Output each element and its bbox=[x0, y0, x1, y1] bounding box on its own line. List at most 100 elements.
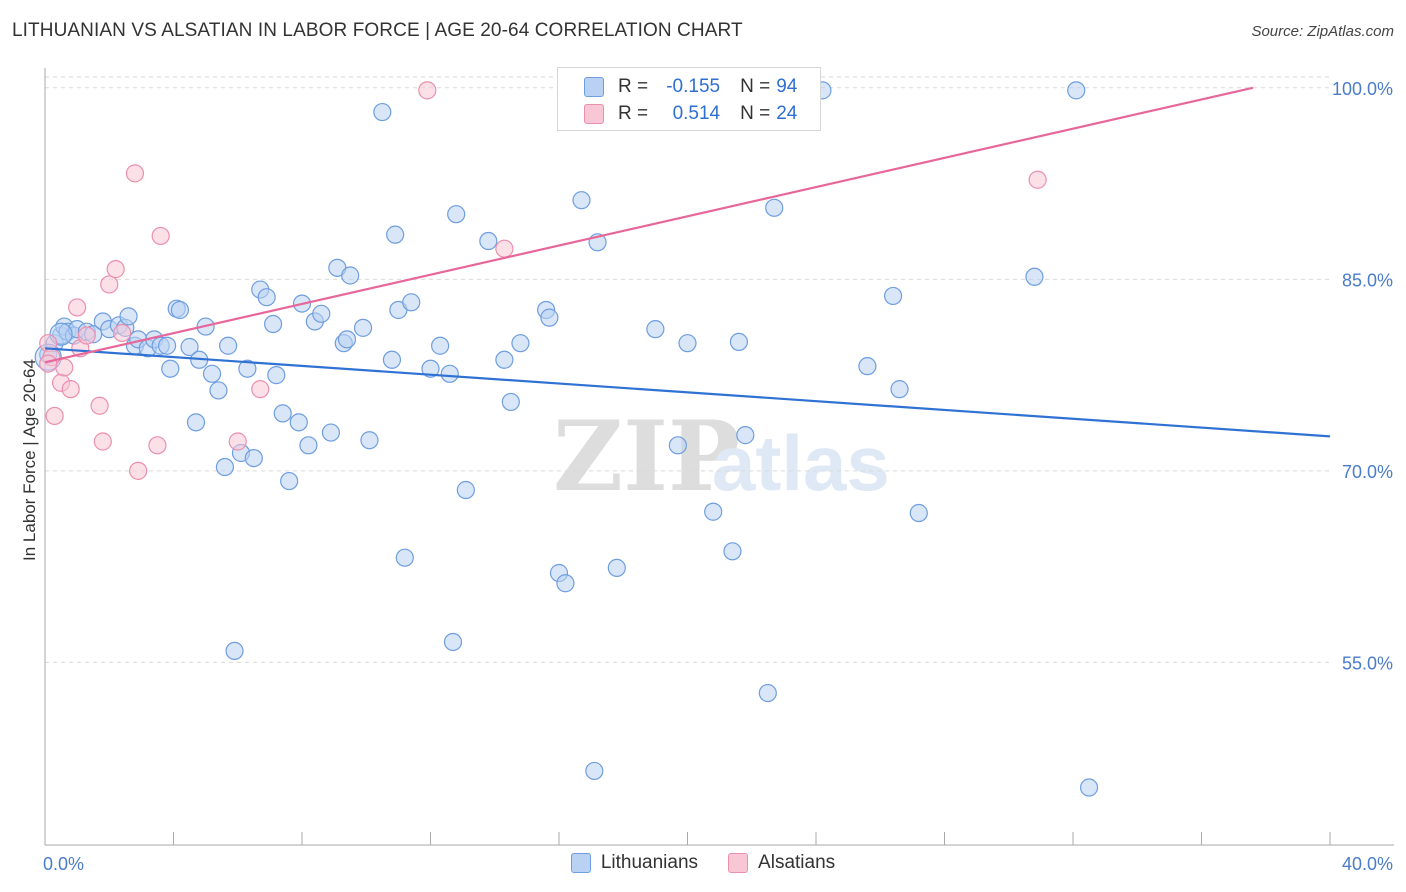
lithuanian-point bbox=[395, 548, 414, 567]
lithuanian-point bbox=[447, 205, 466, 224]
watermark-zip: ZIP bbox=[553, 400, 740, 513]
lithuanian-point bbox=[858, 357, 877, 376]
lithuanian-point bbox=[257, 288, 276, 307]
legend-swatch-lithuanians bbox=[584, 77, 604, 97]
lithuanian-point bbox=[479, 231, 498, 251]
legend-swatch-lithuanians bbox=[570, 853, 591, 873]
lithuanian-point bbox=[273, 404, 292, 423]
lithuanian-point bbox=[456, 480, 475, 500]
lithuanian-point bbox=[119, 307, 138, 326]
legend-item-alsatians: Alsatians bbox=[728, 852, 835, 874]
lithuanian-point bbox=[440, 364, 459, 383]
alsatians-trend-line bbox=[44, 86, 1254, 364]
lithuanian-point bbox=[170, 300, 190, 320]
lithuanian-point bbox=[382, 350, 402, 369]
lithuanian-point bbox=[312, 304, 331, 323]
lithuanian-point bbox=[280, 471, 299, 491]
legend-item-lithuanians: Lithuanians bbox=[570, 852, 699, 874]
alsatian-point bbox=[39, 354, 58, 373]
lithuanians-points bbox=[34, 81, 1099, 797]
lithuanian-point bbox=[161, 359, 180, 378]
lithuanian-point bbox=[704, 502, 723, 521]
trend-lines bbox=[44, 86, 1331, 438]
lithuanian-point bbox=[421, 359, 440, 378]
legend-n-label: N = bbox=[740, 103, 771, 124]
legend-label-lithuanians: Lithuanians bbox=[600, 852, 699, 873]
lithuanian-point bbox=[495, 350, 514, 369]
lithuanian-point bbox=[890, 380, 909, 399]
y-tick-label: 85.0% bbox=[1342, 270, 1393, 290]
lithuanian-point bbox=[341, 266, 360, 285]
alsatian-point bbox=[93, 432, 112, 451]
lithuanian-point bbox=[646, 320, 665, 339]
alsatians-points bbox=[39, 81, 1047, 480]
lithuanian-point bbox=[1079, 778, 1099, 797]
lithuanian-point bbox=[572, 191, 591, 210]
alsatian-point bbox=[68, 298, 87, 317]
legend-label-alsatians: Alsatians bbox=[758, 852, 836, 873]
x-tick-label: 0.0% bbox=[43, 854, 84, 874]
lithuanian-point bbox=[373, 102, 392, 122]
alsatian-point bbox=[106, 260, 125, 279]
lithuanian-point bbox=[585, 761, 604, 781]
gridlines bbox=[45, 76, 1330, 663]
lithuanian-point bbox=[402, 293, 421, 312]
lithuanian-point bbox=[883, 286, 903, 306]
alsatian-point bbox=[45, 406, 64, 426]
y-tick-label: 70.0% bbox=[1342, 462, 1393, 482]
lithuanian-point bbox=[244, 448, 263, 468]
lithuanian-point bbox=[353, 318, 373, 337]
legend-swatch-alsatians bbox=[584, 104, 604, 124]
legend-n-value: 24 bbox=[776, 103, 798, 124]
alsatian-point bbox=[125, 164, 145, 183]
source-label: Source: ZipAtlas.com bbox=[1251, 23, 1394, 40]
lithuanian-point bbox=[909, 503, 928, 523]
lithuanian-point bbox=[765, 198, 784, 217]
watermark: ZIP atlas bbox=[553, 400, 890, 513]
legend-r-value: 0.514 bbox=[672, 103, 721, 124]
legend-n-label: N = bbox=[740, 76, 771, 97]
axes bbox=[44, 68, 1394, 846]
alsatian-point bbox=[495, 239, 514, 258]
x-tick-label: 40.0% bbox=[1342, 854, 1393, 874]
y-tick-labels: 100.0% 85.0% 70.0% 55.0% bbox=[1332, 79, 1393, 674]
lithuanian-point bbox=[736, 426, 755, 445]
lithuanians-trend-line bbox=[44, 347, 1331, 438]
legend-row-alsatians: R = 0.514 N = 24 bbox=[584, 102, 797, 126]
alsatian-point bbox=[1028, 170, 1047, 189]
lithuanian-point bbox=[668, 436, 687, 455]
lithuanian-point bbox=[758, 683, 777, 703]
lithuanian-point bbox=[729, 332, 749, 352]
alsatian-point bbox=[77, 326, 96, 345]
lithuanian-point bbox=[263, 314, 283, 334]
lithuanian-point bbox=[157, 336, 177, 355]
alsatian-point bbox=[112, 323, 132, 343]
lithuanian-point bbox=[360, 431, 379, 450]
lithuanian-point bbox=[723, 542, 742, 561]
lithuanian-point bbox=[219, 336, 238, 355]
lithuanian-point bbox=[431, 336, 450, 355]
lithuanian-point bbox=[225, 641, 244, 661]
alsatian-point bbox=[100, 275, 119, 294]
lithuanian-point bbox=[289, 413, 308, 432]
legend-swatch-alsatians bbox=[728, 853, 749, 873]
lithuanian-point bbox=[1025, 267, 1044, 286]
lithuanian-point bbox=[607, 558, 626, 578]
lithuanian-point bbox=[443, 632, 463, 652]
lithuanian-point bbox=[556, 574, 575, 593]
lithuanian-point bbox=[186, 413, 206, 432]
lithuanian-point bbox=[540, 308, 559, 327]
lithuanian-point bbox=[501, 392, 520, 412]
alsatian-point bbox=[61, 380, 80, 399]
lithuanian-point bbox=[299, 436, 318, 455]
legend-n-value: 94 bbox=[776, 76, 798, 97]
alsatian-point bbox=[418, 81, 437, 100]
alsatian-point bbox=[251, 380, 270, 399]
series-legend: Lithuanians Alsatians bbox=[0, 852, 1406, 874]
alsatian-point bbox=[129, 461, 148, 480]
chart-title: LITHUANIAN VS ALSATIAN IN LABOR FORCE | … bbox=[12, 20, 743, 41]
stats-legend: R = -0.155 N = 94 R = 0.514 N = 24 bbox=[557, 67, 821, 131]
lithuanian-point bbox=[209, 381, 228, 400]
y-tick-label: 55.0% bbox=[1342, 653, 1393, 673]
